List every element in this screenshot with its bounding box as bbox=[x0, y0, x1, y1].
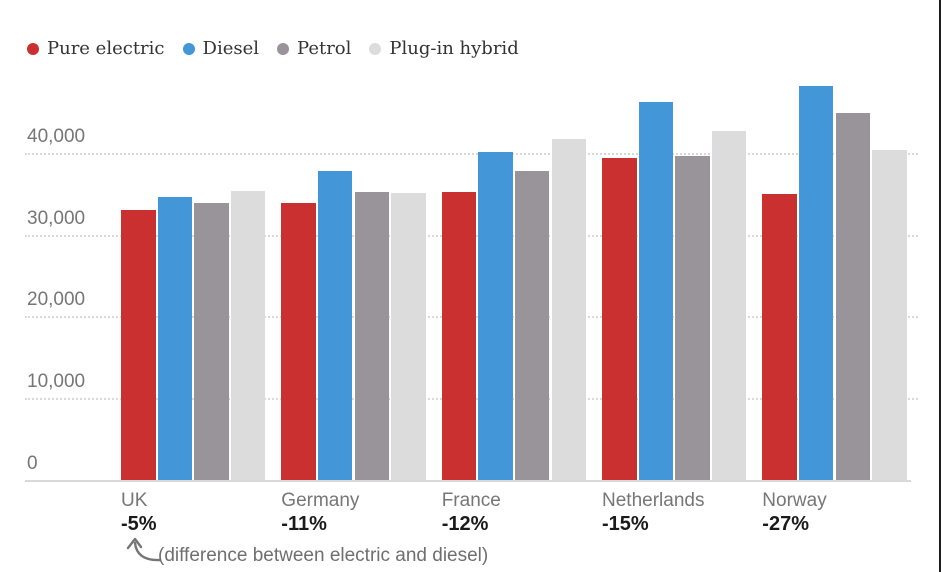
legend-dot-icon bbox=[182, 42, 195, 55]
bar-norway-plug-in-hybrid bbox=[872, 150, 907, 480]
bar-netherlands-petrol bbox=[675, 155, 710, 480]
bar-uk-plug-in-hybrid bbox=[230, 191, 266, 480]
gridline-0 bbox=[25, 480, 911, 482]
bar-netherlands-pure-electric bbox=[602, 158, 637, 480]
legend-item-pure-electric: Pure electric bbox=[27, 38, 165, 59]
pct-note-norway: -27% bbox=[762, 513, 809, 535]
screenshot-right-edge bbox=[939, 0, 941, 572]
bar-uk-diesel bbox=[157, 196, 193, 480]
bar-france-plug-in-hybrid bbox=[551, 138, 587, 480]
bar-germany-petrol bbox=[354, 191, 390, 480]
bar-netherlands-diesel bbox=[638, 101, 674, 480]
bar-france-diesel bbox=[478, 151, 513, 480]
bar-germany-pure-electric bbox=[281, 203, 316, 480]
x-label-norway: Norway bbox=[762, 490, 827, 511]
y-tick-label: 0 bbox=[27, 453, 38, 474]
legend-label: Plug-in hybrid bbox=[389, 38, 519, 59]
annotation-text: (difference between electric and diesel) bbox=[158, 545, 489, 566]
bar-france-pure-electric bbox=[441, 191, 477, 480]
gridline-40000 bbox=[25, 152, 918, 155]
legend-item-diesel: Diesel bbox=[182, 38, 260, 59]
y-tick-label: 30,000 bbox=[27, 207, 86, 229]
legend-item-plug-in-hybrid: Plug-in hybrid bbox=[369, 38, 519, 59]
legend-label: Diesel bbox=[202, 38, 260, 59]
y-tick-label: 20,000 bbox=[27, 289, 86, 311]
legend-dot-icon bbox=[369, 42, 382, 55]
bar-norway-diesel bbox=[798, 85, 834, 480]
bar-germany-plug-in-hybrid bbox=[391, 192, 426, 480]
bar-norway-petrol bbox=[835, 113, 871, 480]
legend-item-petrol: Petrol bbox=[277, 38, 351, 59]
pct-note-uk: -5% bbox=[121, 513, 157, 535]
bar-uk-pure-electric bbox=[121, 209, 156, 480]
x-label-netherlands: Netherlands bbox=[602, 490, 705, 511]
bar-uk-petrol bbox=[194, 203, 229, 480]
legend-label: Pure electric bbox=[47, 38, 165, 59]
y-tick-label: 40,000 bbox=[27, 125, 86, 147]
legend: Pure electric Diesel Petrol Plug-in hybrid bbox=[27, 38, 519, 59]
x-label-germany: Germany bbox=[281, 490, 360, 511]
curved-arrow-icon bbox=[126, 537, 162, 562]
legend-dot-icon bbox=[27, 42, 39, 55]
pct-note-netherlands: -15% bbox=[602, 513, 649, 535]
bar-norway-pure-electric bbox=[762, 193, 797, 480]
x-label-uk: UK bbox=[121, 490, 148, 511]
legend-label: Petrol bbox=[297, 38, 352, 59]
bar-netherlands-plug-in-hybrid bbox=[711, 130, 747, 480]
legend-dot-icon bbox=[277, 42, 290, 55]
x-label-france: France bbox=[441, 490, 501, 511]
pct-note-france: -12% bbox=[441, 513, 489, 535]
y-tick-label: 10,000 bbox=[27, 371, 86, 393]
bar-france-petrol bbox=[514, 170, 550, 480]
pct-note-germany: -11% bbox=[281, 513, 327, 535]
bar-germany-diesel bbox=[317, 170, 353, 480]
